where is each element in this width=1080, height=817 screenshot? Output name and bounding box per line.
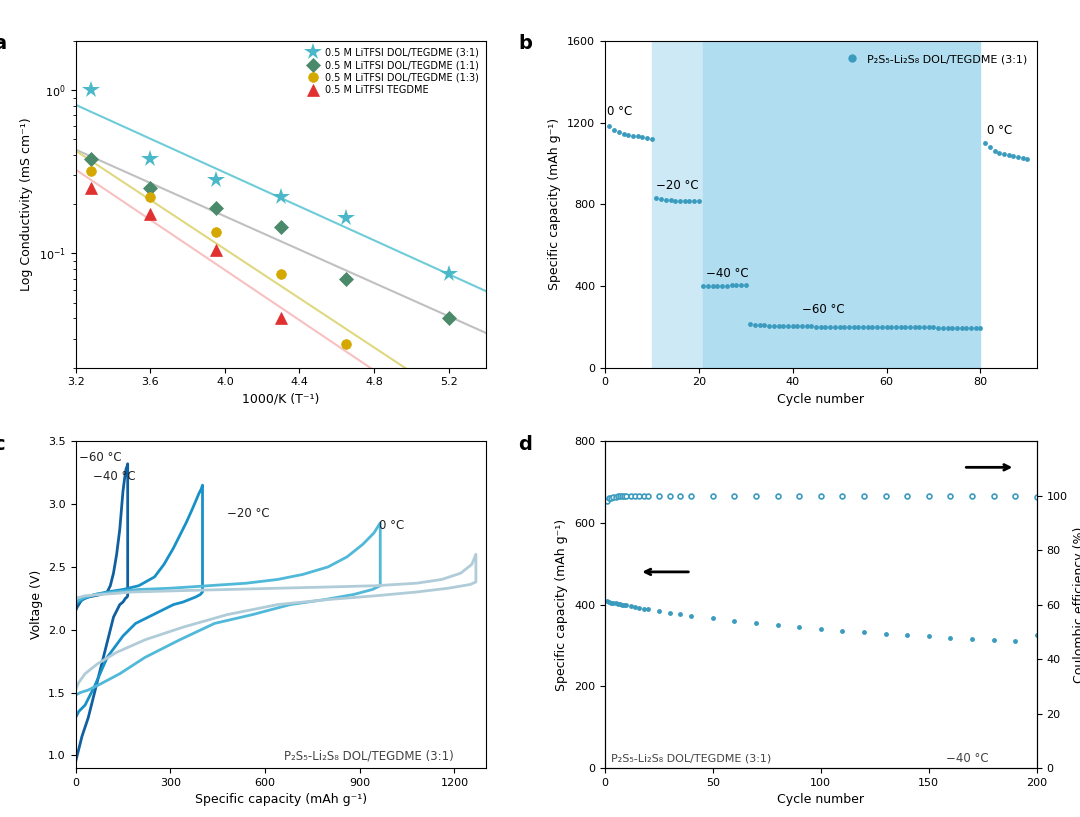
Text: 0 °C: 0 °C: [607, 105, 633, 118]
Y-axis label: Voltage (V): Voltage (V): [29, 570, 42, 639]
0.5 M LiTFSI DOL/TEGDME (3:1): [274, 193, 287, 203]
Text: −40 °C: −40 °C: [93, 470, 136, 483]
Text: 0 °C: 0 °C: [379, 519, 404, 532]
0.5 M LiTFSI DOL/TEGDME (1:3): [210, 227, 222, 237]
0.5 M LiTFSI DOL/TEGDME (1:1): [144, 184, 157, 194]
X-axis label: 1000/K (T⁻¹): 1000/K (T⁻¹): [242, 393, 320, 406]
Text: P₂S₅-Li₂S₈ DOL/TEGDME (3:1): P₂S₅-Li₂S₈ DOL/TEGDME (3:1): [611, 754, 771, 764]
Text: −40 °C: −40 °C: [705, 267, 748, 279]
Legend: 0.5 M LiTFSI DOL/TEGDME (3:1), 0.5 M LiTFSI DOL/TEGDME (1:1), 0.5 M LiTFSI DOL/T: 0.5 M LiTFSI DOL/TEGDME (3:1), 0.5 M LiT…: [301, 46, 481, 97]
Text: −20 °C: −20 °C: [657, 179, 699, 192]
0.5 M LiTFSI DOL/TEGDME (3:1): [144, 154, 157, 163]
Line: 0.5 M LiTFSI DOL/TEGDME (3:1): 0.5 M LiTFSI DOL/TEGDME (3:1): [81, 81, 458, 283]
Text: P₂S₅-Li₂S₈ DOL/TEGDME (3:1): P₂S₅-Li₂S₈ DOL/TEGDME (3:1): [284, 749, 454, 762]
0.5 M LiTFSI DOL/TEGDME (1:3): [339, 339, 352, 349]
0.5 M LiTFSI DOL/TEGDME (3:1): [442, 269, 455, 279]
0.5 M LiTFSI DOL/TEGDME (1:1): [442, 314, 455, 324]
X-axis label: Cycle number: Cycle number: [778, 393, 864, 406]
Y-axis label: Specific capacity (mAh g⁻¹): Specific capacity (mAh g⁻¹): [549, 118, 562, 290]
Bar: [651, 41, 703, 368]
0.5 M LiTFSI DOL/TEGDME (1:1): [274, 222, 287, 232]
Text: −20 °C: −20 °C: [227, 507, 270, 520]
Text: d: d: [518, 435, 532, 453]
0.5 M LiTFSI DOL/TEGDME (1:1): [210, 203, 222, 212]
Legend: P₂S₅-Li₂S₈ DOL/TEGDME (3:1): P₂S₅-Li₂S₈ DOL/TEGDME (3:1): [837, 50, 1031, 69]
Bar: [703, 41, 981, 368]
Y-axis label: Specific capacity (mAh g⁻¹): Specific capacity (mAh g⁻¹): [555, 519, 568, 690]
Line: 0.5 M LiTFSI TEGDME: 0.5 M LiTFSI TEGDME: [85, 183, 286, 324]
0.5 M LiTFSI DOL/TEGDME (1:1): [339, 274, 352, 283]
Text: c: c: [0, 435, 5, 453]
0.5 M LiTFSI TEGDME: [84, 184, 97, 194]
0.5 M LiTFSI DOL/TEGDME (3:1): [84, 85, 97, 95]
0.5 M LiTFSI DOL/TEGDME (3:1): [339, 213, 352, 223]
0.5 M LiTFSI TEGDME: [274, 314, 287, 324]
0.5 M LiTFSI DOL/TEGDME (1:3): [274, 269, 287, 279]
Text: a: a: [0, 34, 6, 53]
0.5 M LiTFSI TEGDME: [210, 245, 222, 255]
Text: −60 °C: −60 °C: [79, 451, 121, 464]
0.5 M LiTFSI DOL/TEGDME (3:1): [210, 176, 222, 185]
Text: −60 °C: −60 °C: [802, 302, 845, 315]
0.5 M LiTFSI TEGDME: [144, 209, 157, 219]
Line: 0.5 M LiTFSI DOL/TEGDME (1:3): 0.5 M LiTFSI DOL/TEGDME (1:3): [85, 166, 351, 349]
Y-axis label: Coulombic efficiency (%): Coulombic efficiency (%): [1074, 526, 1080, 683]
Y-axis label: Log Conductivity (mS cm⁻¹): Log Conductivity (mS cm⁻¹): [21, 118, 33, 291]
0.5 M LiTFSI DOL/TEGDME (1:1): [84, 154, 97, 163]
X-axis label: Cycle number: Cycle number: [778, 793, 864, 806]
Line: 0.5 M LiTFSI DOL/TEGDME (1:1): 0.5 M LiTFSI DOL/TEGDME (1:1): [85, 154, 454, 324]
Text: 0 °C: 0 °C: [987, 124, 1013, 136]
Text: −40 °C: −40 °C: [946, 752, 988, 765]
0.5 M LiTFSI DOL/TEGDME (1:3): [84, 166, 97, 176]
Text: b: b: [518, 34, 532, 53]
0.5 M LiTFSI DOL/TEGDME (1:3): [144, 193, 157, 203]
X-axis label: Specific capacity (mAh g⁻¹): Specific capacity (mAh g⁻¹): [194, 793, 367, 806]
